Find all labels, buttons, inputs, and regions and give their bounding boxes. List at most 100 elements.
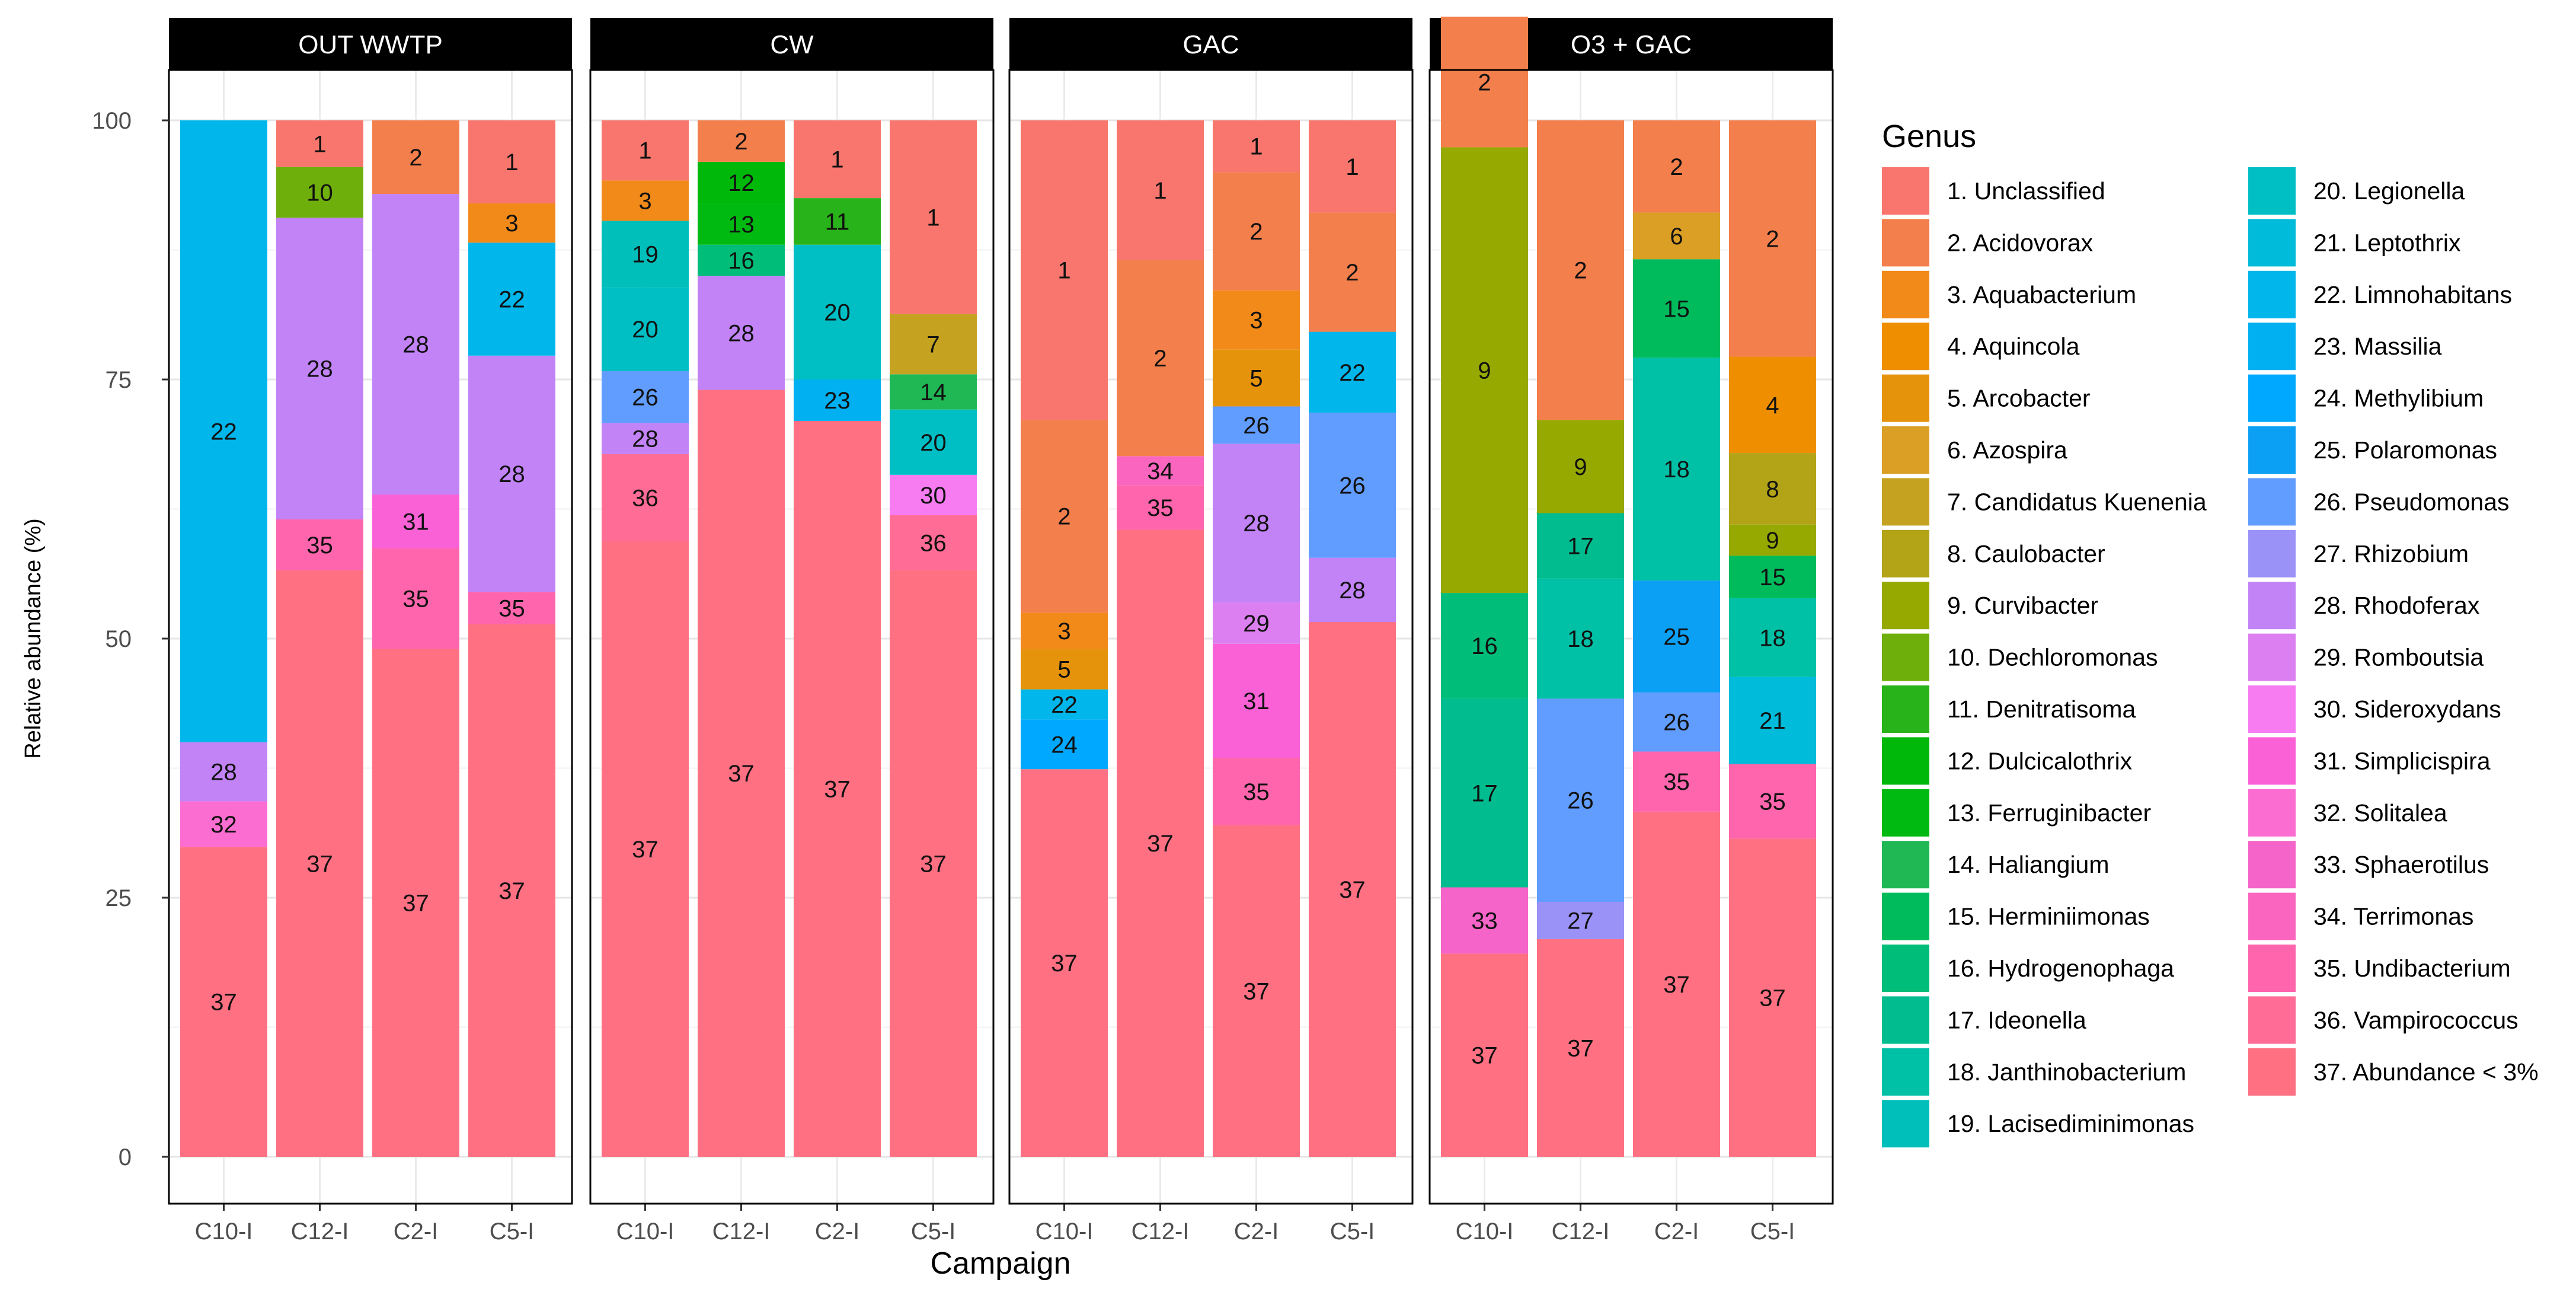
segment-label: 3 [1057,618,1070,645]
panel-strip [590,18,993,70]
segment-label: 37 [824,776,851,802]
bar-segment-genus-9 [1441,147,1528,594]
legend-label: 17. Ideonella [1947,1006,2086,1033]
legend-key-genus-25 [2248,426,2296,474]
segment-label: 14 [920,379,947,406]
bar-segment-genus-37 [1213,825,1300,1157]
segment-label: 25 [1663,624,1690,650]
panel-border [1428,69,1834,1205]
bar-segment-genus-35 [1117,485,1204,530]
segment-label: 35 [306,532,333,559]
y-tick-label: 25 [106,885,132,911]
legend-key-genus-1 [1882,167,1929,215]
bar-segment-genus-35 [1213,758,1300,825]
segment-label: 28 [306,356,333,382]
bar-segment-genus-28 [468,355,555,592]
segment-label: 16 [728,248,755,274]
bar-segment-genus-19 [602,221,689,288]
bar-segment-genus-2 [1441,17,1528,148]
bar-segment-genus-3 [1021,612,1108,649]
bar-segment-genus-20 [890,409,977,475]
x-tick-label: C5-I [1330,1218,1375,1245]
segment-label: 31 [402,509,429,535]
x-tick-label: C2-I [815,1218,860,1245]
legend-key-genus-21 [2248,219,2296,267]
bar-segment-genus-3 [468,203,555,243]
legend-label: 21. Leptothrix [2313,229,2461,256]
segment-label: 15 [1759,564,1786,591]
bar-segment-genus-26 [602,371,689,423]
bar-segment-genus-9 [1537,420,1624,513]
bar-segment-genus-2 [1309,212,1396,332]
segment-label: 28 [402,332,429,358]
segment-label: 32 [210,812,237,838]
segment-label: 1 [926,205,939,231]
legend-label: 31. Simplicispira [2313,747,2491,774]
segment-label: 11 [825,209,850,235]
bar-segment-genus-28 [372,194,459,495]
segment-label: 1 [1249,134,1263,160]
segment-label: 5 [1249,365,1263,391]
legend-label: 1. Unclassified [1947,177,2105,205]
segment-label: 17 [1567,534,1594,560]
segment-label: 3 [638,188,651,214]
legend-label: 10. Dechloromonas [1947,644,2158,671]
legend-label: 23. Massilia [2313,333,2442,360]
panel-title: OUT WWTP [298,30,443,59]
x-tick-label: C12-I [1132,1218,1190,1245]
segment-label: 28 [498,461,525,487]
segment-label: 1 [505,149,518,176]
bar-segment-genus-28 [1213,444,1300,602]
bar-segment-genus-2 [1213,172,1300,291]
bar-segment-genus-2 [698,120,785,162]
legend-key-genus-12 [1882,737,1929,785]
segment-label: 35 [1147,495,1174,521]
bar-segment-genus-1 [602,120,689,181]
segment-label: 37 [402,891,429,917]
segment-label: 22 [1051,692,1078,718]
legend-label: 16. Hydrogenophaga [1947,955,2174,982]
legend-key-genus-36 [2248,996,2296,1044]
legend-title: Genus [1882,119,1976,154]
legend-label: 37. Abundance < 3% [2313,1058,2539,1086]
bar-segment-genus-37 [1537,939,1624,1157]
x-tick-label: C10-I [1035,1218,1094,1245]
bar-segment-genus-26 [1537,698,1624,902]
bar-segment-genus-37 [1441,953,1528,1157]
bar-segment-genus-32 [180,801,267,847]
x-tick-label: C12-I [291,1218,349,1245]
segment-label: 26 [1339,473,1366,499]
legend-key-genus-6 [1882,426,1929,474]
bar-segment-genus-22 [1021,689,1108,720]
segment-label: 1 [1345,154,1359,180]
segment-label: 22 [1339,360,1366,386]
bar-segment-genus-1 [794,120,881,199]
legend-label: 29. Romboutsia [2313,644,2484,671]
bar-segment-genus-22 [180,120,267,742]
bar-segment-genus-35 [372,548,459,649]
segment-label: 23 [824,388,851,414]
x-tick-label: C10-I [1456,1218,1514,1245]
segment-label: 35 [1663,769,1690,795]
legend-label: 12. Dulcicalothrix [1947,747,2133,774]
bar-segment-genus-1 [276,120,363,167]
legend-key-genus-37 [2248,1048,2296,1096]
bar-segment-genus-14 [890,374,977,410]
bar-segment-genus-31 [1213,643,1300,758]
panel-border [589,69,995,1205]
panel-title: GAC [1182,30,1239,59]
legend-key-genus-20 [2248,167,2296,215]
bar-segment-genus-36 [602,454,689,541]
legend-key-genus-10 [1882,633,1929,681]
bar-segment-genus-37 [1021,769,1108,1157]
x-tick-label: C5-I [1750,1218,1795,1245]
segment-label: 37 [1663,972,1690,998]
y-tick-label: 50 [106,626,132,652]
legend-key-genus-9 [1882,582,1929,630]
segment-label: 18 [1567,626,1594,652]
panel-title: CW [770,30,814,59]
legend-label: 22. Limnohabitans [2313,281,2512,308]
legend-label: 11. Denitratisoma [1947,696,2136,723]
legend-label: 8. Caulobacter [1947,540,2105,567]
segment-label: 37 [632,837,659,863]
